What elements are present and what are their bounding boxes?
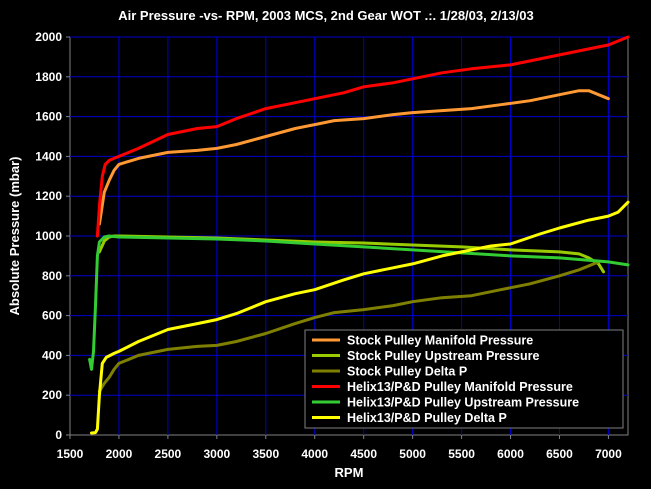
x-tick-label: 4000 — [301, 447, 328, 461]
legend-entry: Stock Pulley Delta P — [347, 365, 467, 379]
x-tick-label: 5000 — [399, 447, 426, 461]
y-tick-label: 800 — [42, 269, 62, 283]
y-tick-label: 200 — [42, 388, 62, 402]
legend-entry: Helix13/P&D Pulley Upstream Pressure — [347, 396, 579, 410]
series-line-1 — [97, 89, 610, 226]
x-tick-label: 4500 — [350, 447, 377, 461]
series-line-5 — [88, 234, 630, 371]
tick-labels: 1500 2000 2500 3000 3500 4000 4500 5000 5500 6000… — [35, 30, 622, 461]
legend-entry: Stock Pulley Upstream Pressure — [347, 349, 539, 363]
legend-box — [304, 329, 624, 429]
y-tick-label: 1800 — [35, 70, 62, 84]
x-tick-label: 7000 — [595, 447, 622, 461]
chart-title: Air Pressure -vs- RPM, 2003 MCS, 2nd Gea… — [118, 8, 533, 23]
y-tick-label: 1400 — [35, 149, 62, 163]
series-layer — [88, 35, 630, 435]
y-tick-label: 0 — [55, 428, 62, 442]
y-tick-label: 600 — [42, 309, 62, 323]
series-line-6 — [90, 200, 630, 435]
series-line-4 — [95, 35, 630, 238]
x-tick-label: 6000 — [497, 447, 524, 461]
y-tick-label: 1200 — [35, 189, 62, 203]
series-line-3 — [97, 260, 601, 393]
y-tick-label: 1000 — [35, 229, 62, 243]
y-tick-label: 2000 — [35, 30, 62, 44]
y-axis-label: Absolute Pressure (mbar) — [7, 157, 22, 316]
legend-entry: Stock Pulley Manifold Pressure — [347, 334, 533, 348]
y-tick-label: 400 — [42, 348, 62, 362]
x-tick-label: 5500 — [448, 447, 475, 461]
x-tick-label: 1500 — [57, 447, 84, 461]
x-tick-label: 6500 — [546, 447, 573, 461]
legend-entry: Helix13/P&D Pulley Delta P — [347, 411, 507, 425]
legend-entry: Helix13/P&D Pulley Manifold Pressure — [347, 380, 573, 394]
x-tick-label: 2500 — [155, 447, 182, 461]
y-tick-label: 1600 — [35, 110, 62, 124]
x-tick-label: 3500 — [252, 447, 279, 461]
x-tick-label: 3000 — [203, 447, 230, 461]
x-axis-label: RPM — [335, 465, 364, 480]
x-tick-label: 2000 — [106, 447, 133, 461]
